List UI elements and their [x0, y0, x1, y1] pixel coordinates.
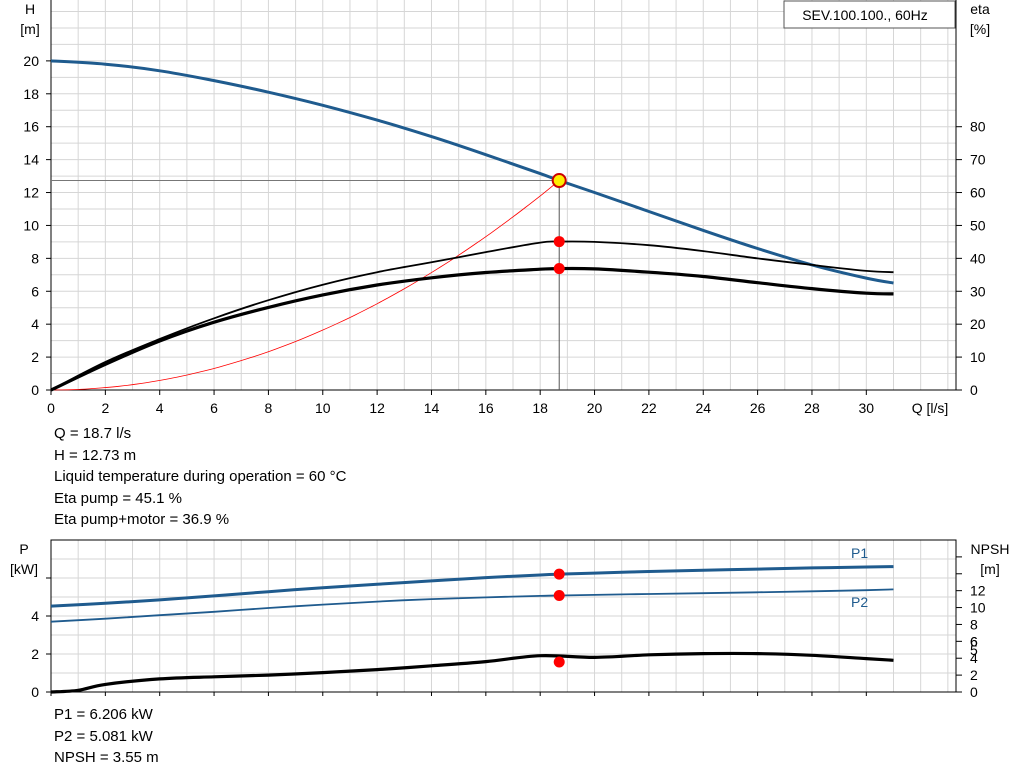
y-tick-label: 14	[23, 152, 39, 168]
y2-tick-label: 70	[970, 152, 986, 168]
x-tick-label: 20	[587, 400, 603, 416]
npsh-tick-label: 2	[970, 667, 978, 683]
x-tick-label: 6	[210, 400, 218, 416]
top-chart-frame	[50, 0, 957, 391]
operating-point-markers	[551, 173, 567, 668]
top-left-axis-unit: [m]	[20, 21, 39, 37]
top-right-axis-label: eta	[970, 1, 990, 17]
info-p1: P1 = 6.206 kW	[54, 706, 153, 723]
eta-pump-motor-curve	[50, 266, 894, 392]
npsh-tick-label: 0	[970, 684, 978, 700]
npsh-tick-label: 10	[970, 600, 986, 616]
eta-pump-marker	[553, 236, 565, 248]
x-tick-label: 12	[369, 400, 385, 416]
x-tick-label: 4	[156, 400, 164, 416]
info-npsh: NPSH = 3.55 m	[54, 749, 159, 766]
p1-marker	[553, 568, 565, 580]
y2-tick-label: 20	[970, 316, 986, 332]
info-flow: Q = 18.7 l/s	[54, 425, 132, 442]
info-liquid-temperature: Liquid temperature during operation = 60…	[54, 468, 347, 485]
bottom-chart-grid	[51, 540, 956, 692]
npsh-tick-label: 4	[970, 650, 978, 666]
chart-title-box	[783, 0, 956, 29]
y-tick-label: 12	[23, 185, 39, 201]
y2-tick-label: 50	[970, 217, 986, 233]
x-tick-label: 24	[695, 400, 711, 416]
x-tick-label: 0	[47, 400, 55, 416]
y2-tick-label: 40	[970, 250, 986, 266]
p-tick-label: 4	[31, 608, 39, 624]
x-tick-label: 16	[478, 400, 494, 416]
x-tick-label: 10	[315, 400, 331, 416]
x-tick-label: 18	[532, 400, 548, 416]
x-tick-label: 26	[750, 400, 766, 416]
top-left-axis-label: H	[25, 1, 35, 17]
npsh-tick-label: 6	[970, 633, 978, 649]
x-tick-label: 22	[641, 400, 657, 416]
bottom-right-axis-label: NPSH	[971, 541, 1010, 557]
p2-curve	[50, 588, 894, 623]
series-label-p1: P1	[851, 545, 868, 561]
bottom-left-axis-label: P	[19, 541, 28, 557]
y-tick-label: 18	[23, 86, 39, 102]
npsh-curve	[50, 651, 894, 694]
series-label-p2: P2	[851, 594, 868, 610]
p-tick-label: 0	[31, 684, 39, 700]
bottom-left-axis-unit: [kW]	[10, 561, 38, 577]
operating-point-info: Q = 18.7 l/s H = 12.73 m Liquid temperat…	[54, 423, 346, 531]
y2-tick-label: 60	[970, 185, 986, 201]
system-curve	[50, 180, 560, 391]
y-tick-label: 10	[23, 217, 39, 233]
y2-tick-label: 0	[970, 382, 978, 398]
bottom-chart-curves	[50, 565, 894, 694]
y-tick-label: 20	[23, 53, 39, 69]
power-info: P1 = 6.206 kW P2 = 5.081 kW NPSH = 3.55 …	[54, 704, 159, 769]
info-head: H = 12.73 m	[54, 446, 137, 464]
eta-total-marker	[553, 263, 565, 275]
p-tick-label: 2	[31, 646, 39, 662]
y2-tick-label: 30	[970, 283, 986, 299]
top-chart-ticks: 0 2 4 6 8 10 12 14 16 18 20 22 24 26 28 300246810121416…	[23, 53, 985, 416]
y-tick-label: 8	[31, 250, 39, 266]
x-tick-label: 2	[101, 400, 109, 416]
p1-curve	[50, 565, 894, 608]
y2-tick-label: 10	[970, 349, 986, 365]
info-p2: P2 = 5.081 kW	[54, 727, 153, 745]
duty-point-marker	[551, 173, 567, 189]
y-tick-label: 0	[31, 382, 39, 398]
x-tick-label: 14	[424, 400, 440, 416]
npsh-tick-label: 8	[970, 616, 978, 632]
eta-pump-curve	[50, 240, 894, 391]
npsh-tick-label: 6	[970, 633, 978, 649]
npsh-tick-label: 12	[970, 583, 986, 599]
x-tick-label: 30	[859, 400, 875, 416]
top-chart-curves	[50, 59, 894, 392]
x-axis-label: Q [l/s]	[912, 400, 949, 416]
x-tick-label: 8	[265, 400, 273, 416]
bottom-right-axis-unit: [m]	[980, 561, 999, 577]
top-right-axis-unit: [%]	[970, 21, 990, 37]
top-chart-grid	[51, 0, 956, 390]
npsh-tick-label: 5	[970, 642, 978, 658]
y2-tick-label: 80	[970, 119, 986, 135]
info-eta-pump: Eta pump = 45.1 %	[54, 489, 182, 507]
npsh-marker	[553, 656, 565, 668]
head-curve	[50, 59, 894, 285]
info-eta-pump-motor: Eta pump+motor = 36.9 %	[54, 511, 230, 528]
y-tick-label: 6	[31, 283, 39, 299]
y-tick-label: 4	[31, 316, 39, 332]
y-tick-label: 2	[31, 349, 39, 365]
y-tick-label: 16	[23, 119, 39, 135]
x-tick-label: 28	[804, 400, 820, 416]
chart-title: SEV.100.100., 60Hz	[802, 7, 928, 23]
p2-marker	[553, 589, 565, 601]
